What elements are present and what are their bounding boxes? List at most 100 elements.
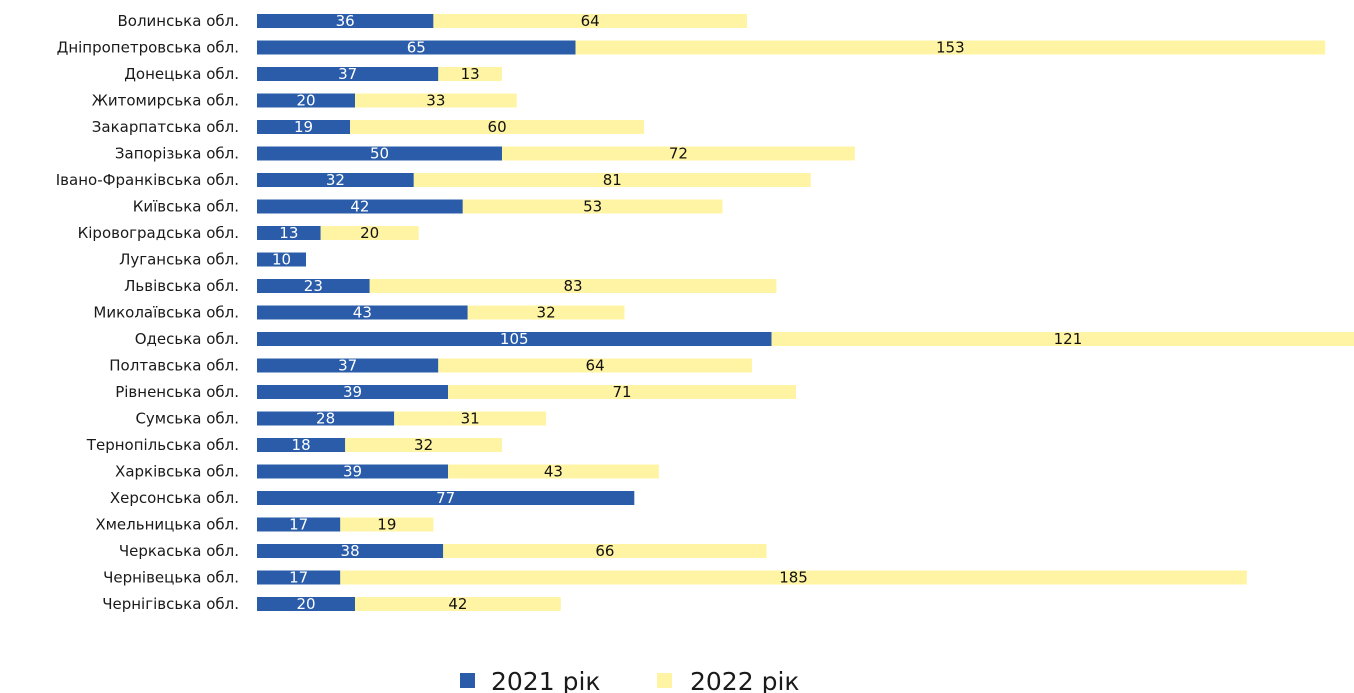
value-label-2021: 38 — [341, 542, 360, 560]
bar-2021 — [257, 120, 351, 134]
category-label: Рівненська обл. — [115, 383, 239, 401]
value-label-2021: 17 — [289, 569, 308, 587]
value-label-2021: 77 — [436, 489, 455, 507]
value-label-2022: 60 — [488, 118, 507, 136]
value-label-2021: 42 — [350, 198, 369, 216]
legend-swatch-2022 — [657, 673, 672, 688]
value-label-2021: 39 — [343, 383, 362, 401]
value-label-2022: 121 — [1054, 330, 1083, 348]
category-label: Київська обл. — [133, 198, 239, 216]
bar-2022 — [502, 146, 855, 161]
category-label: Луганська обл. — [119, 251, 239, 269]
value-label-2021: 39 — [343, 463, 362, 481]
category-label: Дніпропетровська обл. — [57, 39, 239, 57]
value-label-2022: 72 — [669, 145, 688, 163]
value-label-2021: 20 — [296, 92, 315, 110]
category-label: Волинська обл. — [117, 12, 239, 30]
value-label-2022: 83 — [564, 277, 583, 295]
value-label-2022: 20 — [360, 224, 379, 242]
value-label-2022: 42 — [448, 595, 467, 613]
bar-2021 — [257, 226, 321, 240]
category-label: Одеська обл. — [135, 330, 239, 348]
bar-2021 — [257, 67, 439, 81]
value-label-2021: 20 — [296, 595, 315, 613]
category-label: Сумська обл. — [135, 410, 239, 428]
bar-2022 — [575, 40, 1326, 55]
category-label: Херсонська обл. — [110, 489, 239, 507]
legend: 2021 рік 2022 рік — [460, 667, 800, 693]
value-label-2021: 65 — [407, 39, 426, 57]
bar-2022 — [433, 14, 747, 28]
value-label-2022: 53 — [583, 198, 602, 216]
bar-2022 — [320, 226, 419, 240]
category-label: Закарпатська обл. — [92, 118, 239, 136]
value-label-2022: 32 — [414, 436, 433, 454]
value-label-2021: 13 — [279, 224, 298, 242]
value-label-2022: 71 — [613, 383, 632, 401]
value-label-2022: 33 — [426, 92, 445, 110]
value-label-2021: 32 — [326, 171, 345, 189]
bar-2022 — [350, 120, 645, 134]
bar-2022 — [438, 67, 502, 81]
category-label: Миколаївська обл. — [93, 304, 239, 322]
category-label: Чернігівська обл. — [102, 595, 239, 613]
bar-2021 — [257, 358, 439, 373]
value-label-2021: 105 — [500, 330, 529, 348]
value-label-2021: 17 — [289, 516, 308, 534]
bar-2021 — [257, 517, 341, 532]
category-label: Полтавська обл. — [109, 357, 239, 375]
bar-2022 — [462, 199, 723, 214]
value-label-2022: 13 — [461, 65, 480, 83]
value-label-2021: 50 — [370, 145, 389, 163]
category-label: Івано-Франківська обл. — [56, 171, 239, 189]
bar-2022 — [448, 385, 796, 399]
value-label-2021: 36 — [336, 12, 355, 30]
bar-2021 — [257, 464, 449, 479]
bar-2021 — [257, 385, 449, 399]
bar-2022 — [467, 305, 625, 320]
bar-2022 — [413, 173, 811, 187]
category-label: Львівська обл. — [124, 277, 239, 295]
bar-2022 — [438, 358, 752, 373]
value-label-2022: 153 — [936, 39, 965, 57]
value-label-2021: 23 — [304, 277, 323, 295]
category-label: Запорізька обл. — [115, 145, 239, 163]
bar-2021 — [257, 411, 395, 426]
value-label-2022: 81 — [603, 171, 622, 189]
value-label-2021: 19 — [294, 118, 313, 136]
bar-2022 — [443, 544, 767, 558]
category-label: Хмельницька обл. — [95, 516, 239, 534]
value-label-2021: 37 — [338, 357, 357, 375]
category-label: Донецька обл. — [124, 65, 239, 83]
legend-label-2021: 2021 рік — [491, 667, 601, 693]
bars-layer — [257, 14, 1354, 611]
bar-2022 — [771, 332, 1354, 346]
bar-2022 — [448, 464, 659, 479]
value-label-2022: 185 — [779, 569, 808, 587]
bar-2022 — [345, 438, 502, 452]
bar-2021 — [257, 438, 346, 452]
value-label-2022: 64 — [581, 12, 600, 30]
value-label-2022: 64 — [586, 357, 605, 375]
bar-2021 — [257, 570, 341, 585]
value-labels: 36 64 65 153 37 13 20 33 19 60 50 72 32 81 42 53 13 20 10 2… — [272, 12, 1082, 613]
legend-swatch-2021 — [460, 673, 475, 688]
bar-2021 — [257, 252, 306, 267]
category-labels: Волинська обл. Дніпропетровська обл. Донец… — [56, 12, 239, 613]
value-label-2021: 18 — [292, 436, 311, 454]
bar-2022 — [340, 570, 1247, 585]
category-label: Харківська обл. — [115, 463, 239, 481]
bar-2021 — [257, 93, 355, 108]
bar-2021 — [257, 305, 468, 320]
category-label: Чернівецька обл. — [103, 569, 239, 587]
value-label-2022: 19 — [377, 516, 396, 534]
bar-2021 — [257, 173, 414, 187]
bar-2021 — [257, 40, 576, 55]
bar-2021 — [257, 332, 772, 346]
value-label-2022: 43 — [544, 463, 563, 481]
bar-2021 — [257, 544, 444, 558]
bar-2021 — [257, 597, 355, 611]
category-label: Тернопільська обл. — [86, 436, 239, 454]
bar-2022 — [394, 411, 547, 426]
